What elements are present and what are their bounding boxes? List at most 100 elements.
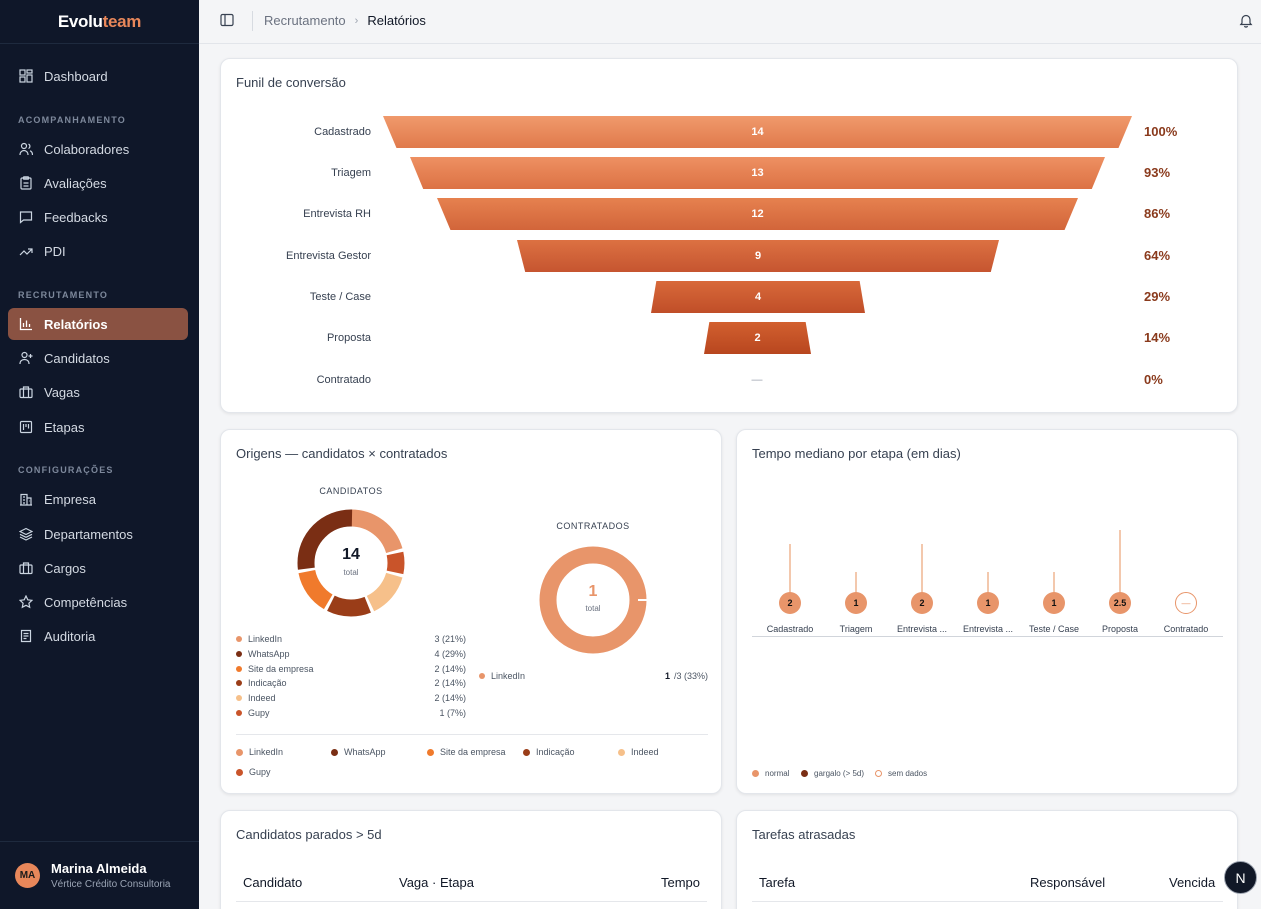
stage-value-bubble: 1: [1043, 592, 1065, 614]
column-header-tempo[interactable]: Tempo: [661, 875, 701, 890]
hired-donut-title: CONTRATADOS: [556, 521, 630, 531]
donut-segment-gupy[interactable]: [297, 509, 405, 617]
sidebar-item-competencias[interactable]: Competências: [8, 586, 188, 618]
legend-label: Site da empresa: [248, 664, 314, 674]
stage-column[interactable]: 2 Entrevista ...: [889, 530, 955, 640]
funnel-bar[interactable]: 2: [704, 322, 811, 354]
sidebar-toggle-icon[interactable]: [220, 13, 234, 32]
table-header-divider: [752, 901, 1223, 902]
legend-item[interactable]: Indeed: [618, 747, 659, 757]
funnel-bar[interactable]: 13: [410, 157, 1105, 189]
sidebar-item-relatorios[interactable]: Relatórios: [8, 308, 188, 340]
funnel-stage-label: Triagem: [331, 167, 371, 179]
legend-dot: [236, 710, 242, 716]
bell-icon[interactable]: [1239, 13, 1253, 33]
sidebar-item-label: Dashboard: [44, 68, 108, 84]
legend-item[interactable]: Gupy: [236, 767, 271, 777]
legend-row: Gupy 1 (7%): [236, 708, 466, 718]
stage-stem: [1053, 572, 1055, 593]
star-icon: [18, 594, 34, 610]
funnel-stage-label: Contratado: [316, 374, 371, 386]
stage-column[interactable]: 2 Cadastrado: [757, 530, 823, 640]
stage-column[interactable]: — Contratado: [1153, 530, 1219, 640]
stage-column[interactable]: 1 Entrevista ...: [955, 530, 1021, 640]
clipboard-icon: [18, 175, 34, 191]
funnel-bar[interactable]: 12: [437, 198, 1078, 230]
legend-label: Indeed: [631, 747, 659, 757]
sidebar-item-pdi[interactable]: PDI: [8, 235, 188, 267]
funnel-bar[interactable]: 9: [517, 240, 999, 272]
sidebar-item-dashboard[interactable]: Dashboard: [8, 60, 188, 92]
funnel-percentage: 0%: [1144, 372, 1163, 387]
sidebar-item-etapas[interactable]: Etapas: [8, 411, 188, 443]
breadcrumb-parent[interactable]: Recrutamento: [264, 13, 346, 28]
legend-label: Indicação: [536, 747, 575, 757]
legend-item[interactable]: LinkedIn: [236, 747, 283, 757]
section-acompanhamento: ACOMPANHAMENTO: [18, 115, 126, 125]
funnel-bar[interactable]: 4: [651, 281, 865, 313]
column-header-candidato[interactable]: Candidato: [243, 875, 303, 890]
sidebar-item-avaliacoes[interactable]: Avaliações: [8, 167, 188, 199]
funnel-percentage: 86%: [1144, 206, 1171, 221]
stage-stem: [987, 572, 989, 593]
grid-icon: [18, 68, 34, 84]
sidebar-item-colaboradores[interactable]: Colaboradores: [8, 133, 188, 165]
legend-value: 2 (14%): [434, 678, 466, 688]
breadcrumb-current: Relatórios: [367, 13, 426, 28]
sidebar-item-departamentos[interactable]: Departamentos: [8, 518, 188, 550]
origins-card: Origens — candidatos × contratados CANDI…: [220, 429, 722, 794]
candidates-total-label: total: [343, 568, 359, 577]
funnel-bar[interactable]: 14: [383, 116, 1132, 148]
brand-logo[interactable]: Evolu team: [0, 0, 199, 44]
legend-dot: [236, 768, 243, 776]
stage-stem: [789, 544, 791, 593]
column-header-responsavel[interactable]: Responsável: [1030, 875, 1106, 890]
donut-segment-whatsapp[interactable]: [297, 509, 405, 617]
funnel-row: Teste / Case 4 29%: [221, 281, 1237, 313]
stage-column[interactable]: 1 Triagem: [823, 530, 889, 640]
legend-value: 1: [664, 671, 670, 681]
stage-column[interactable]: 1 Teste / Case: [1021, 530, 1087, 640]
stage-value-bubble: 2.5: [1109, 592, 1131, 614]
funnel-count: —: [751, 374, 763, 386]
sidebar-item-feedbacks[interactable]: Feedbacks: [8, 201, 188, 233]
legend-item[interactable]: Site da empresa: [427, 747, 506, 757]
user-profile[interactable]: MA Marina Almeida Vértice Crédito Consul…: [0, 841, 199, 909]
legend-dot: [236, 636, 242, 642]
floating-action-button[interactable]: N: [1224, 861, 1257, 894]
column-header-tarefa[interactable]: Tarefa: [759, 875, 796, 890]
legend-row: Site da empresa 2 (14%): [236, 664, 466, 674]
legend-row: Indeed 2 (14%): [236, 693, 466, 703]
funnel-row: Cadastrado 14 100%: [221, 116, 1237, 148]
sidebar-item-candidatos[interactable]: Candidatos: [8, 342, 188, 374]
median-time-card: Tempo mediano por etapa (em dias) 2 Cada…: [736, 429, 1238, 794]
legend-item[interactable]: WhatsApp: [331, 747, 386, 757]
axis-line: [752, 636, 1223, 637]
sidebar-item-auditoria[interactable]: Auditoria: [8, 620, 188, 652]
column-header-vaga-etapa[interactable]: Vaga · Etapa: [399, 875, 474, 890]
stage-stem: [855, 572, 857, 593]
legend-label: gargalo (> 5d): [814, 769, 865, 778]
legend-value: 3 (21%): [434, 634, 466, 644]
sidebar-item-vagas[interactable]: Vagas: [8, 376, 188, 408]
hired-donut[interactable]: [539, 546, 647, 654]
sidebar-item-label: Vagas: [44, 384, 80, 400]
sidebar-item-empresa[interactable]: Empresa: [8, 483, 188, 515]
legend-item[interactable]: Indicação: [523, 747, 575, 757]
stage-label: Entrevista ...: [896, 624, 948, 634]
legend-dot: [236, 680, 242, 686]
funnel-stage-label: Cadastrado: [314, 126, 371, 138]
funnel-row: Entrevista Gestor 9 64%: [221, 240, 1237, 272]
column-header-vencida[interactable]: Vencida: [1169, 875, 1216, 890]
legend-label: normal: [765, 769, 790, 778]
stage-column[interactable]: 2.5 Proposta: [1087, 530, 1153, 640]
sidebar-item-label: Auditoria: [44, 628, 96, 644]
funnel-row: Contratado — 0%: [221, 364, 1237, 396]
sidebar-item-cargos[interactable]: Cargos: [8, 552, 188, 584]
candidates-donut[interactable]: [297, 509, 405, 617]
audit-icon: [18, 628, 34, 644]
funnel-card: Funil de conversão Cadastrado 14 100% Tr…: [220, 58, 1238, 413]
funnel-count: 9: [754, 250, 762, 262]
stage-label: Proposta: [1101, 624, 1139, 634]
donut-segment-indicacao[interactable]: [297, 509, 405, 617]
